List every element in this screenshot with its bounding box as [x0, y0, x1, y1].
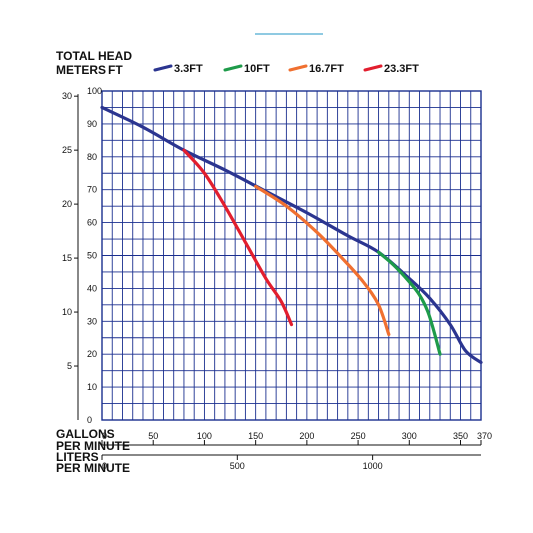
y-tick-label: 80 [87, 152, 97, 162]
x-tick-label: 200 [299, 431, 314, 441]
lpm-tick-label: 1000 [363, 461, 383, 471]
meters-tick-label: 5 [67, 361, 72, 371]
x-axis-lpm-ticks: 0 500 1000 [101, 455, 383, 471]
meters-tick-label: 15 [62, 253, 72, 263]
x-tick-label: 50 [148, 431, 158, 441]
series-line-10ft [376, 250, 442, 356]
plot-frame [101, 90, 482, 421]
legend: 3.3FT 10FT 16.7FT 23.3FT [153, 63, 419, 75]
x-tick-label: 250 [351, 431, 366, 441]
title-ft: FT [108, 63, 123, 77]
x-label-liters: LITERS [56, 450, 99, 464]
legend-label: 23.3FT [384, 63, 419, 75]
x-label-gpm: PER MINUTE [56, 439, 130, 453]
legend-swatch [223, 64, 243, 72]
title-meters: METERS [56, 63, 106, 77]
y-tick-label: 50 [87, 251, 97, 261]
legend-label: 10FT [244, 63, 270, 75]
x-label-lpm: PER MINUTE [56, 461, 130, 475]
y-tick-label: 40 [87, 283, 97, 293]
series-line-16-7ft [254, 184, 391, 337]
y-tick-label: 70 [87, 185, 97, 195]
y-tick-label: 100 [87, 86, 102, 96]
meters-tick-label: 25 [62, 145, 72, 155]
x-label-gallons: GALLONS [56, 427, 115, 441]
x-axis-gpm-ticks: 0 50 100 150 200 250 300 350 370 [101, 431, 492, 445]
meters-tick-label: 10 [62, 307, 72, 317]
series-curves [100, 105, 483, 365]
title-total-head: TOTAL HEAD [56, 49, 132, 63]
x-tick-label: 100 [197, 431, 212, 441]
y-tick-label: 90 [87, 119, 97, 129]
y-tick-label: 10 [87, 382, 97, 392]
y-tick-label: 0 [87, 415, 92, 425]
series-line-23-3ft [182, 148, 294, 327]
chart-grid [101, 90, 482, 421]
y-tick-label: 30 [87, 316, 97, 326]
y-tick-label: 20 [87, 349, 97, 359]
x-tick-label: 300 [402, 431, 417, 441]
x-tick-label: 350 [453, 431, 468, 441]
x-tick-label: 150 [248, 431, 263, 441]
meters-tick-label: 30 [62, 91, 72, 101]
y-axis-ft-ticks: 0 10 20 30 40 50 60 70 80 90 100 [87, 86, 102, 425]
x-tick-label: 370 [477, 431, 492, 441]
y-tick-label: 60 [87, 218, 97, 228]
x-tick-label: 0 [102, 431, 107, 441]
legend-label: 16.7FT [309, 63, 344, 75]
legend-label: 3.3FT [174, 63, 203, 75]
legend-swatch [363, 64, 383, 72]
lpm-tick-label: 500 [230, 461, 245, 471]
y-axis-meters-ticks: 5 10 15 20 25 30 [62, 91, 79, 420]
meters-tick-label: 20 [62, 199, 72, 209]
legend-swatch [288, 64, 308, 72]
lpm-tick-label: 0 [102, 461, 107, 471]
legend-swatch [153, 64, 173, 72]
